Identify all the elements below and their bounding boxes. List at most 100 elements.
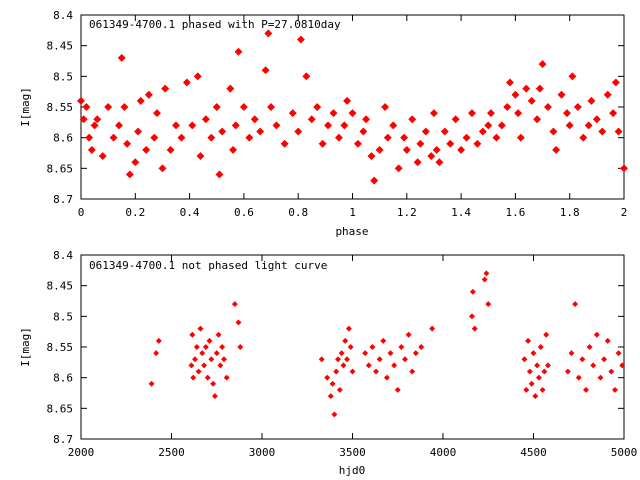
data-point: [93, 115, 102, 124]
data-point: [324, 121, 333, 130]
data-point: [226, 84, 235, 93]
x-tick-label: 4500: [520, 446, 547, 459]
data-point: [294, 127, 303, 136]
data-point: [239, 103, 248, 111]
x-tick-labels: 0 0.2 0.4 0.6 0.8 1 1.2 1.4 1.6 1.8 2: [78, 206, 628, 219]
x-tick-label: 1.2: [397, 206, 417, 219]
data-point: [347, 344, 354, 350]
data-point: [579, 356, 586, 363]
data-point: [104, 103, 113, 111]
data-point: [615, 350, 622, 357]
y-tick-label: 8.4: [53, 9, 73, 22]
unphased-light-curve-panel: 2000 2500 3000 3500 4000 4500 5000 8.48.458.58…: [19, 249, 637, 477]
data-point: [324, 374, 331, 381]
data-point: [533, 115, 542, 124]
data-point: [485, 301, 492, 308]
data-point: [343, 96, 352, 105]
data-point: [587, 96, 596, 105]
data-point: [614, 127, 623, 136]
data-point: [333, 368, 340, 375]
y-tick-label: 8.55: [47, 101, 74, 114]
data-point: [583, 386, 589, 393]
data-point: [109, 133, 118, 142]
data-point: [218, 127, 227, 136]
data-point: [318, 356, 325, 363]
data-point: [327, 393, 334, 400]
y-tick-label: 8.6: [53, 132, 73, 145]
data-point: [221, 356, 227, 363]
data-point: [365, 362, 372, 369]
data-point: [90, 121, 99, 130]
x-tick-labels: 2000 2500 3000 3500 4000 4500 5000: [68, 446, 638, 459]
data-point: [514, 109, 523, 118]
data-point: [608, 368, 615, 375]
data-point: [601, 356, 608, 363]
data-point: [503, 103, 512, 111]
data-points: [148, 270, 626, 418]
data-point: [527, 96, 536, 105]
data-point: [188, 121, 197, 130]
data-point: [264, 29, 273, 38]
data-point: [573, 103, 582, 111]
data-point: [267, 103, 276, 111]
x-tick-label: 0.2: [125, 206, 145, 219]
data-point: [611, 386, 618, 393]
data-point: [201, 115, 210, 124]
x-tick-label: 0.8: [288, 206, 308, 219]
data-point: [136, 96, 145, 105]
data-point: [161, 84, 170, 93]
y-tick-label: 8.7: [53, 433, 73, 446]
data-point: [313, 103, 322, 111]
data-point: [334, 133, 343, 142]
data-point: [534, 362, 541, 369]
data-point: [598, 127, 607, 136]
data-point: [440, 127, 449, 136]
data-point: [564, 368, 571, 375]
data-point: [429, 109, 438, 118]
y-tick-labels: 8.4 8.45 8.5 8.55 8.6 8.65 8.7: [47, 9, 74, 206]
y-tick-label: 8.45: [47, 280, 74, 293]
data-point: [402, 145, 411, 154]
y-axis-label: I[mag]: [19, 327, 32, 367]
data-point: [261, 66, 270, 75]
data-point: [77, 96, 85, 105]
data-point: [535, 374, 542, 381]
data-point: [535, 84, 544, 93]
data-point: [597, 374, 604, 381]
data-point: [387, 350, 394, 357]
data-point: [412, 350, 419, 357]
x-axis-label: phase: [335, 225, 368, 238]
data-point: [611, 78, 620, 87]
data-point: [478, 127, 487, 136]
data-point: [468, 313, 475, 320]
data-points: [77, 29, 628, 185]
data-point: [345, 325, 352, 332]
data-point: [376, 356, 383, 363]
data-point: [471, 325, 478, 332]
data-point: [117, 53, 126, 62]
data-point: [215, 331, 222, 338]
data-point: [400, 133, 409, 142]
data-point: [593, 331, 600, 338]
data-point: [526, 368, 533, 375]
chart-title: 061349-4700.1 phased with P=27.0810day: [89, 18, 341, 31]
data-point: [125, 170, 134, 179]
chart-title: 061349-4700.1 not phased light curve: [89, 259, 327, 272]
data-point: [142, 145, 151, 154]
data-point: [213, 350, 220, 357]
data-point: [609, 109, 618, 118]
data-point: [296, 35, 305, 44]
data-point: [231, 301, 238, 308]
data-point: [373, 368, 379, 375]
data-point: [381, 103, 390, 111]
data-point: [483, 270, 490, 277]
data-point: [217, 362, 224, 369]
x-tick-label: 2: [621, 206, 628, 219]
data-point: [87, 145, 96, 154]
x-tick-label: 0.6: [234, 206, 254, 219]
data-point: [575, 374, 582, 381]
data-point: [492, 133, 501, 142]
data-point: [338, 350, 345, 357]
data-point: [98, 152, 107, 161]
x-tick-label: 1.4: [451, 206, 471, 219]
